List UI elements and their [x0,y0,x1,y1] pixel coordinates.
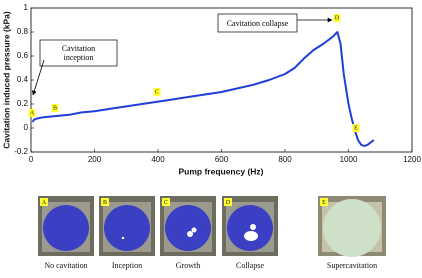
point-label-box [352,124,360,132]
x-tick-label: 600 [215,155,229,164]
point-label-box [28,109,36,117]
photo-letter: D [226,200,231,206]
annotation-text: Cavitation inception [61,44,96,62]
bubble [121,236,125,240]
photo-panel: D [222,196,278,256]
y-tick-label: 1 [24,3,29,12]
photo-letter: C [164,200,168,206]
photo-chamber [227,205,273,251]
photo-caption: Collapse [236,261,264,270]
annotation-box [39,39,118,67]
y-axis-label: Cavitation induced pressure (kPa) [1,11,11,149]
x-axis-label: Pump frequency (Hz) [178,166,263,176]
photo-letter-box [320,198,328,206]
point-label-box [333,14,341,22]
y-tick-label: -0.2 [14,147,28,156]
y-tick-label: 0.4 [17,75,29,84]
annotation-text: Cavitation collapse [226,18,289,28]
point-label: B [53,105,57,111]
photo-letter-box [224,198,232,206]
photo-letter: E [322,200,326,206]
annotation-arrow [32,59,45,96]
y-tick-label: 0.2 [17,99,29,108]
point-label-box [153,88,161,96]
y-tick-label: 0 [24,123,29,132]
point-label: C [155,89,159,95]
photo-letter-box [40,198,48,206]
annotation: Cavitation inception [61,44,96,62]
photo-chamber [323,199,381,257]
photo-panel: A [38,196,94,256]
photo-letter: B [103,200,107,206]
photo-letter-box [162,198,170,206]
bubble [191,227,197,233]
x-tick-label: 800 [278,155,292,164]
photo-panel: E [318,196,386,257]
y-tick-label: 0.8 [17,27,29,36]
photo-chamber [165,205,211,251]
photo-chamber [104,205,150,251]
point-label: E [354,125,358,131]
photo-chamber [43,205,89,251]
photo-caption: Growth [176,261,200,270]
x-tick-label: 0 [29,155,34,164]
photo-caption: Supercavitation [327,261,377,270]
x-tick-label: 400 [151,155,165,164]
annotation-box [217,13,298,33]
point-label: D [335,15,340,21]
point-label: A [30,110,35,116]
x-tick-label: 1000 [340,155,358,164]
photo-panel: B [99,196,155,256]
bubble [250,224,256,230]
bubble [187,231,193,237]
bubble [244,231,258,241]
annotation: Cavitation collapse [226,18,289,28]
photo-caption: Inception [112,261,142,270]
photo-letter: A [42,200,47,206]
x-tick-label: 1200 [403,155,421,164]
point-label-box [51,104,59,112]
y-tick-label: 0.6 [17,51,29,60]
photo-panel: C [160,196,216,256]
photo-letter-box [101,198,109,206]
photo-caption: No cavitation [44,261,87,270]
x-tick-label: 200 [88,155,102,164]
